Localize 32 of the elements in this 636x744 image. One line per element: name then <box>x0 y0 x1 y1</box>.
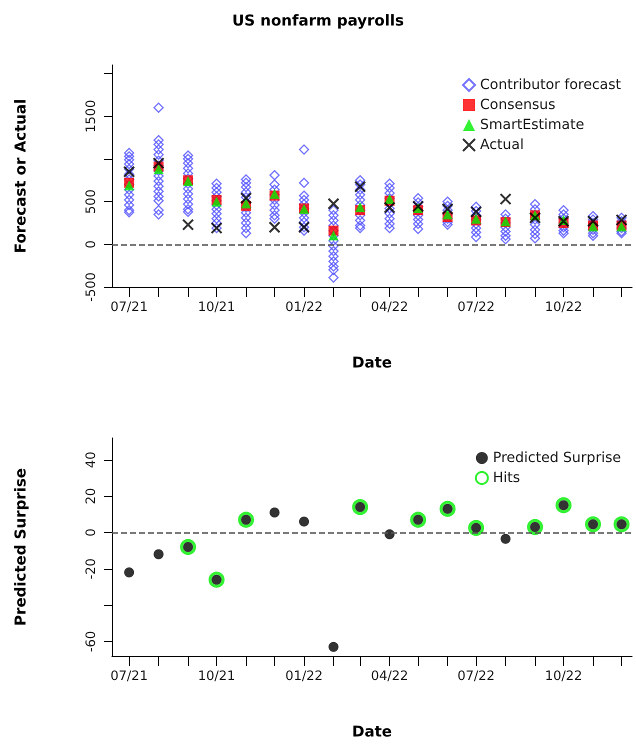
y-tick-label: 0 <box>84 240 99 248</box>
x-tick-label: 10/22 <box>544 300 582 315</box>
x-tick-label: 07/21 <box>110 669 148 684</box>
y-tick-label: 1500 <box>84 100 99 133</box>
chart-title: US nonfarm payrolls <box>232 12 404 30</box>
x-axis-title: Date <box>352 354 392 372</box>
y-tick-label: -60 <box>84 630 99 652</box>
x-tick-label: 07/22 <box>457 300 495 315</box>
x-tick-label: 07/22 <box>457 669 495 684</box>
x-tick-label: 01/22 <box>285 669 323 684</box>
y-axis-title: Forecast or Actual <box>12 98 30 254</box>
y-tick-label: 40 <box>84 452 99 468</box>
legend-label: Hits <box>492 470 520 486</box>
legend-label: Predicted Surprise <box>492 450 622 466</box>
legend-label: Actual <box>480 137 524 153</box>
y-tick-label: 0 <box>84 528 99 537</box>
x-tick-label: 07/21 <box>110 300 148 315</box>
y-tick-label: 20 <box>84 488 99 504</box>
x-axis-title: Date <box>352 722 392 740</box>
x-tick-label: 04/22 <box>370 300 408 315</box>
x-tick-label: 10/21 <box>198 300 236 315</box>
legend-label: Contributor forecast <box>480 77 622 93</box>
legend-label: Consensus <box>480 97 556 113</box>
x-tick-label: 04/22 <box>370 669 408 684</box>
x-tick-label: 10/21 <box>198 669 236 684</box>
y-tick-label: -20 <box>84 558 99 580</box>
x-tick-label: 01/22 <box>285 300 323 315</box>
y-axis-title: Predicted Surprise <box>12 468 30 626</box>
x-tick-label: 10/22 <box>544 669 582 684</box>
y-tick-label: 500 <box>84 189 99 214</box>
y-tick-label: -500 <box>84 272 99 302</box>
legend-label: SmartEstimate <box>480 117 584 133</box>
